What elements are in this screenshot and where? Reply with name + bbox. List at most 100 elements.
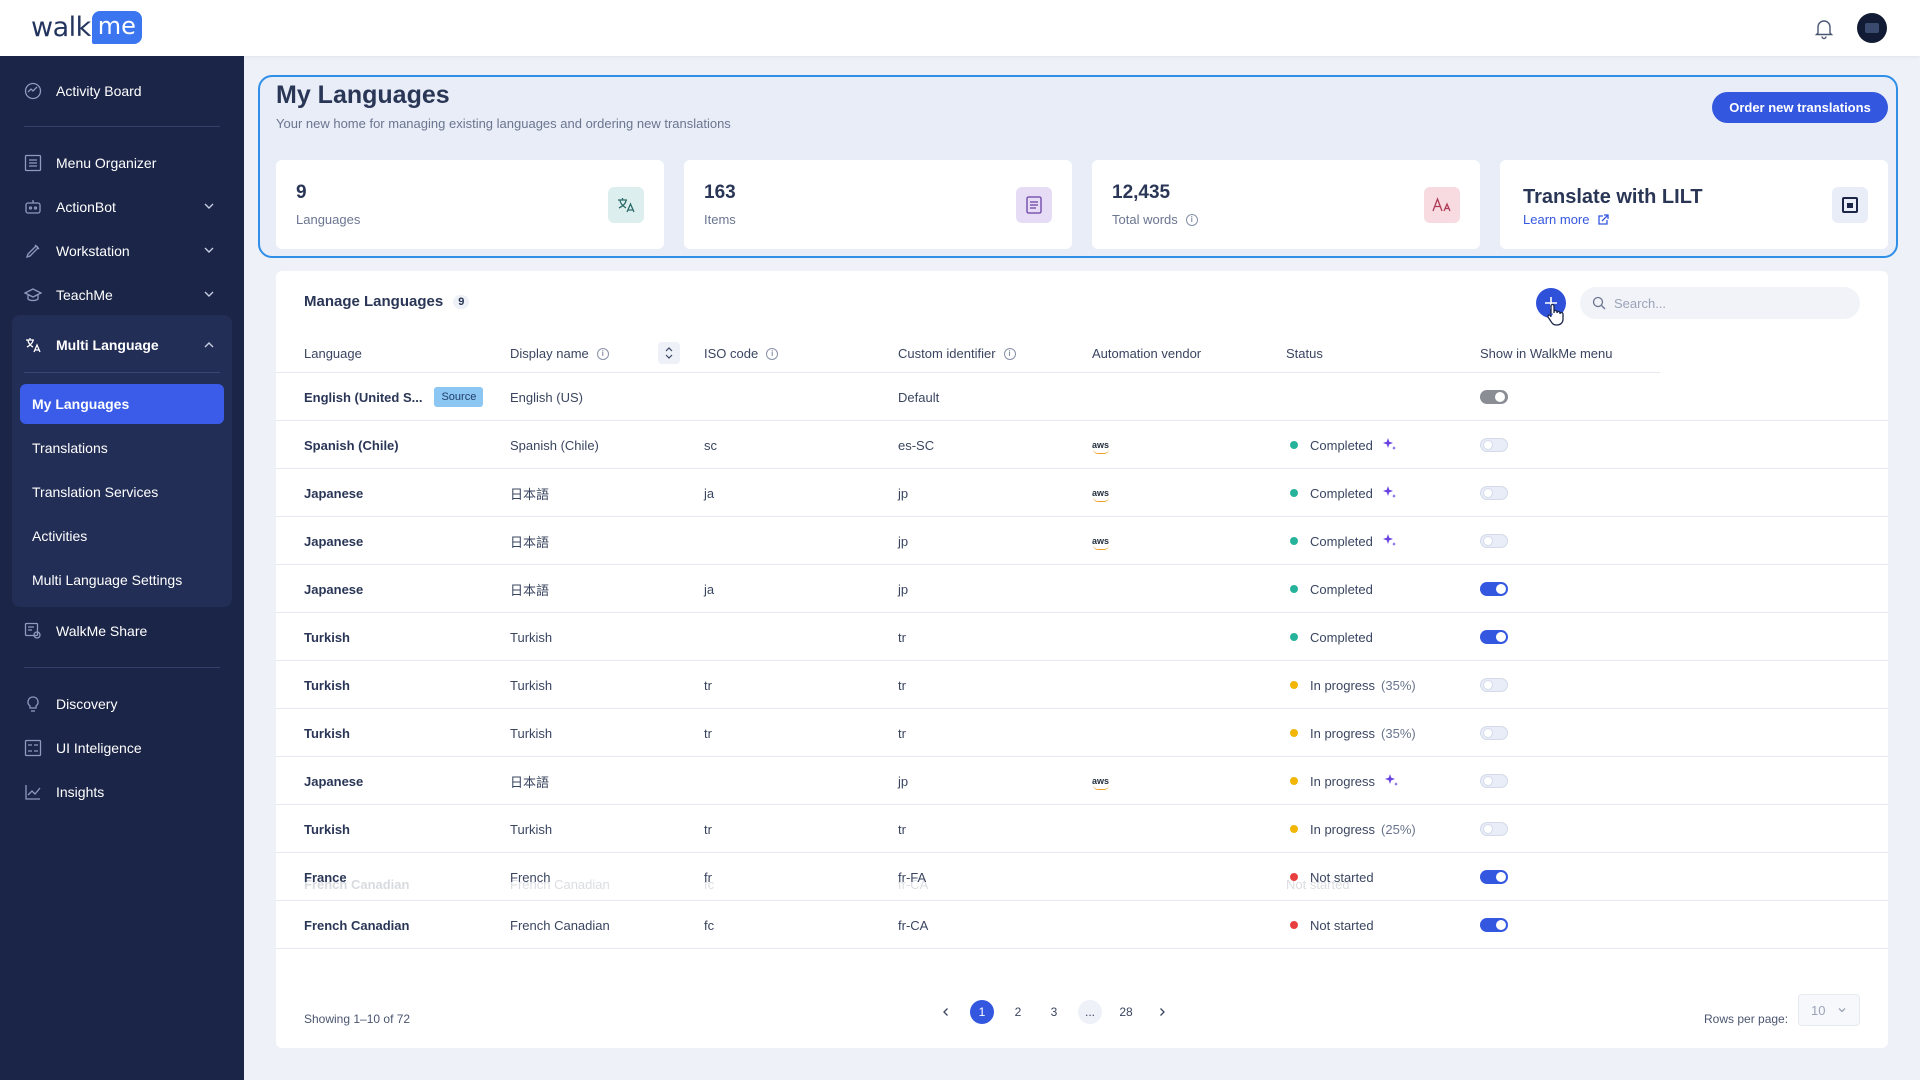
show-in-menu-toggle[interactable] [1480,630,1508,644]
column-header-display-name[interactable]: Display name i [510,346,609,361]
sidebar-item-activities[interactable]: Activities [32,528,88,544]
bell-icon[interactable] [1812,16,1836,40]
show-in-menu-toggle[interactable] [1480,822,1508,836]
page-28-button[interactable]: 28 [1119,1005,1133,1019]
column-header-label: Display name [510,346,589,361]
cell-language: Japanese [304,565,363,613]
sidebar-item-menu-organizer[interactable]: Menu Organizer [0,143,244,183]
cell-display-name: Turkish [510,677,553,693]
column-header-iso-code[interactable]: ISO code i [704,346,779,361]
cell-iso-code: fc [704,876,715,892]
show-in-menu-toggle[interactable] [1480,870,1508,884]
table-row[interactable]: France French fr fr-FA Not started [276,853,1888,901]
rows-per-page-select[interactable]: 10 [1798,994,1860,1026]
sidebar-item-discovery[interactable]: Discovery [0,684,244,724]
page-3-button[interactable]: 3 [1050,1005,1058,1019]
column-header-language[interactable]: Language [304,346,362,361]
table-row[interactable]: English (United S... Source English (US) De… [276,373,1888,421]
sidebar-item-activity-board[interactable]: Activity Board [0,71,244,111]
order-new-translations-button[interactable]: Order new translations [1712,92,1888,123]
table-row[interactable]: Turkish Turkish tr tr In progress (35%) [276,709,1888,757]
aws-logo-icon: aws [1092,536,1110,550]
cell-iso-code: fc [704,917,715,933]
table-row[interactable]: Turkish Turkish tr Completed [276,613,1888,661]
show-in-menu-toggle [1480,390,1508,404]
walkme-logo[interactable]: walk me [31,11,142,44]
sidebar-item-actionbot[interactable]: ActionBot [0,187,244,227]
cell-language: Japanese [304,757,363,805]
sort-icon[interactable] [658,342,680,364]
stat-label: Total words i [1112,212,1198,227]
cell-custom-identifier: fr-CA [898,917,929,933]
show-in-menu-toggle[interactable] [1480,486,1508,500]
table-row[interactable]: Japanese 日本語 jp aws Completed [276,517,1888,565]
info-icon[interactable]: i [1185,213,1198,226]
sidebar-item-workstation[interactable]: Workstation [0,231,244,271]
sidebar-item-translations[interactable]: Translations [32,440,108,456]
chevron-down-icon [1839,1008,1846,1013]
column-header-automation-vendor[interactable]: Automation vendor [1092,346,1202,361]
table-row[interactable]: Japanese 日本語 ja jp Completed [276,565,1888,613]
sidebar-item-teachme[interactable]: TeachMe [0,275,244,315]
cell-show-in-menu [1480,805,1508,853]
share-icon [24,622,42,640]
rocket-icon [24,242,42,260]
table-row[interactable]: Turkish Turkish tr tr In progress (25%) [276,805,1888,853]
show-in-menu-toggle[interactable] [1480,582,1508,596]
page-2-button[interactable]: 2 [1014,1005,1022,1019]
table-row[interactable]: Japanese 日本語 ja jp aws Completed [276,469,1888,517]
info-icon[interactable]: i [596,347,609,360]
sidebar-item-my-languages[interactable]: My Languages [20,384,224,424]
showing-count: Showing 1–10 of 72 [304,1012,411,1026]
cell-display-name: 日本語 [510,582,550,598]
toggle-knob [1483,488,1493,498]
sidebar-item-walkme-share[interactable]: WalkMe Share [0,611,244,651]
stat-label: Languages [296,212,361,227]
cell-custom-identifier: tr [898,677,906,693]
search-input[interactable] [1614,295,1834,311]
language-name: Japanese [304,773,364,789]
avatar[interactable] [1857,13,1887,43]
table-row[interactable]: Spanish (Chile) Spanish (Chile) sc es-SC aws… [276,421,1888,469]
column-header-label: Custom identifier [898,346,996,361]
show-in-menu-toggle[interactable] [1480,774,1508,788]
sidebar-item-translation-services[interactable]: Translation Services [32,484,159,500]
sidebar-item-multi-language[interactable]: Multi Language [12,325,232,365]
translate-icon [608,187,644,223]
language-name: Japanese [304,485,364,501]
stat-card-total-words: 12,435 Total words i [1092,160,1480,249]
show-in-menu-toggle[interactable] [1480,438,1508,452]
cell-display-name: French Canadian [510,917,610,933]
table-row[interactable]: French Canadian French Canadian fc fr-CA Not… [276,901,1888,949]
column-header-custom-identifier[interactable]: Custom identifier i [898,346,1016,361]
toggle-knob [1483,536,1493,546]
status-label: In progress [1310,773,1376,789]
sidebar-item-insights[interactable]: Insights [0,772,244,812]
toggle-knob [1483,680,1493,690]
manage-languages-panel: Manage Languages 9 Language Display name i… [276,271,1888,1048]
learn-more-link[interactable]: Learn more [1523,212,1610,227]
cell-status: In progress (25%) [1290,805,1416,853]
show-in-menu-toggle[interactable] [1480,918,1508,932]
show-in-menu-toggle[interactable] [1480,726,1508,740]
cell-custom-identifier: fr-FA [898,869,927,885]
cell-status: Not started [1290,853,1374,901]
table-row[interactable]: Japanese 日本語 jp aws In progress [276,757,1888,805]
stat-card-items: 163 Items [684,160,1072,249]
info-icon[interactable]: i [766,347,779,360]
show-in-menu-toggle[interactable] [1480,678,1508,692]
column-header-show-in-walkme-menu[interactable]: Show in WalkMe menu [1480,346,1613,361]
prev-page-button[interactable] [934,1000,958,1024]
sidebar-item-ui-intelligence[interactable]: UI Inteligence [0,728,244,768]
column-header-status[interactable]: Status [1286,346,1323,361]
info-icon[interactable]: i [1003,347,1016,360]
page-1-button[interactable]: 1 [970,1000,994,1024]
next-page-button[interactable] [1150,1000,1174,1024]
aws-logo-icon: aws [1092,440,1110,454]
page-ellipsis[interactable]: ... [1078,1000,1102,1024]
table-row[interactable]: Turkish Turkish tr tr In progress (35%) [276,661,1888,709]
cell-show-in-menu [1480,613,1508,661]
sidebar-item-multi-language-settings[interactable]: Multi Language Settings [32,572,183,588]
search-field[interactable] [1580,287,1860,319]
show-in-menu-toggle[interactable] [1480,534,1508,548]
